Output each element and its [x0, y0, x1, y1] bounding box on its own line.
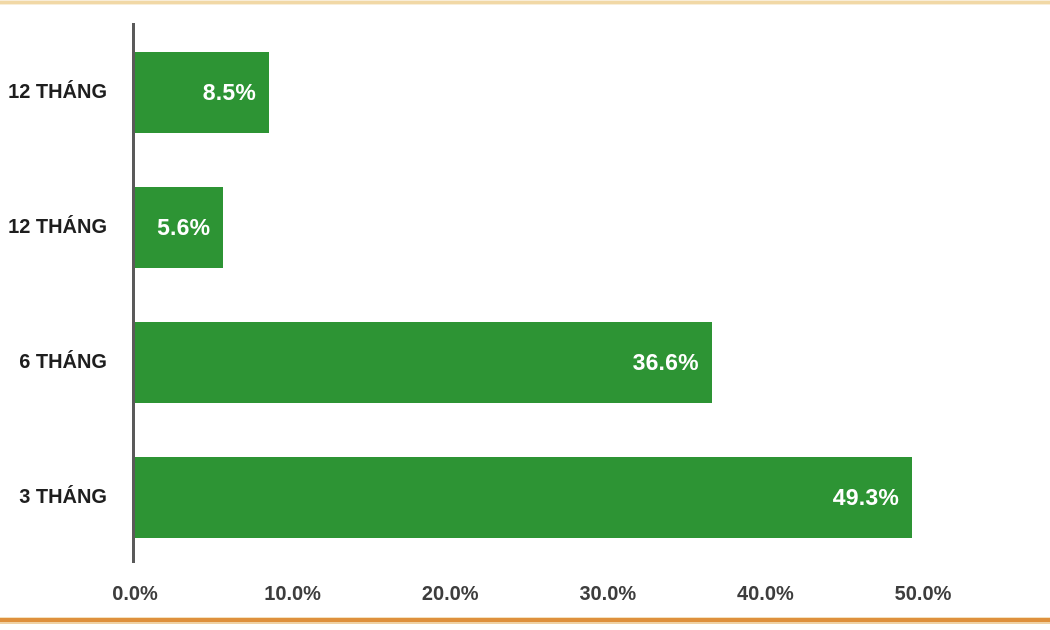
bar-value-label: 8.5% [202, 79, 256, 105]
category-label-12-thang-top: 12 THÁNG [8, 81, 107, 103]
category-label-12-thang: 12 THÁNG [8, 216, 107, 238]
x-tick-40: 40.0% [737, 583, 794, 605]
bar-12-thang-top: 8.5% [135, 52, 269, 133]
bar-3-thang: 49.3% [135, 457, 912, 538]
x-tick-50: 50.0% [894, 583, 952, 605]
x-tick-0: 0.0% [112, 583, 158, 605]
x-tick-10: 10.0% [264, 583, 321, 605]
bar-value-label: 5.6% [157, 214, 211, 240]
top-frame-border [0, 0, 1050, 5]
bar-value-label: 36.6% [632, 349, 699, 375]
bar-value-label: 49.3% [832, 484, 899, 510]
bar-12-thang: 5.6% [135, 187, 224, 268]
bottom-frame-border [0, 617, 1050, 624]
y-axis-line [132, 23, 135, 563]
category-label-6-thang: 6 THÁNG [19, 351, 107, 373]
x-tick-20: 20.0% [421, 583, 479, 605]
x-tick-30: 30.0% [579, 583, 637, 605]
category-label-3-thang: 3 THÁNG [19, 486, 107, 508]
bar-6-thang: 36.6% [135, 322, 712, 403]
